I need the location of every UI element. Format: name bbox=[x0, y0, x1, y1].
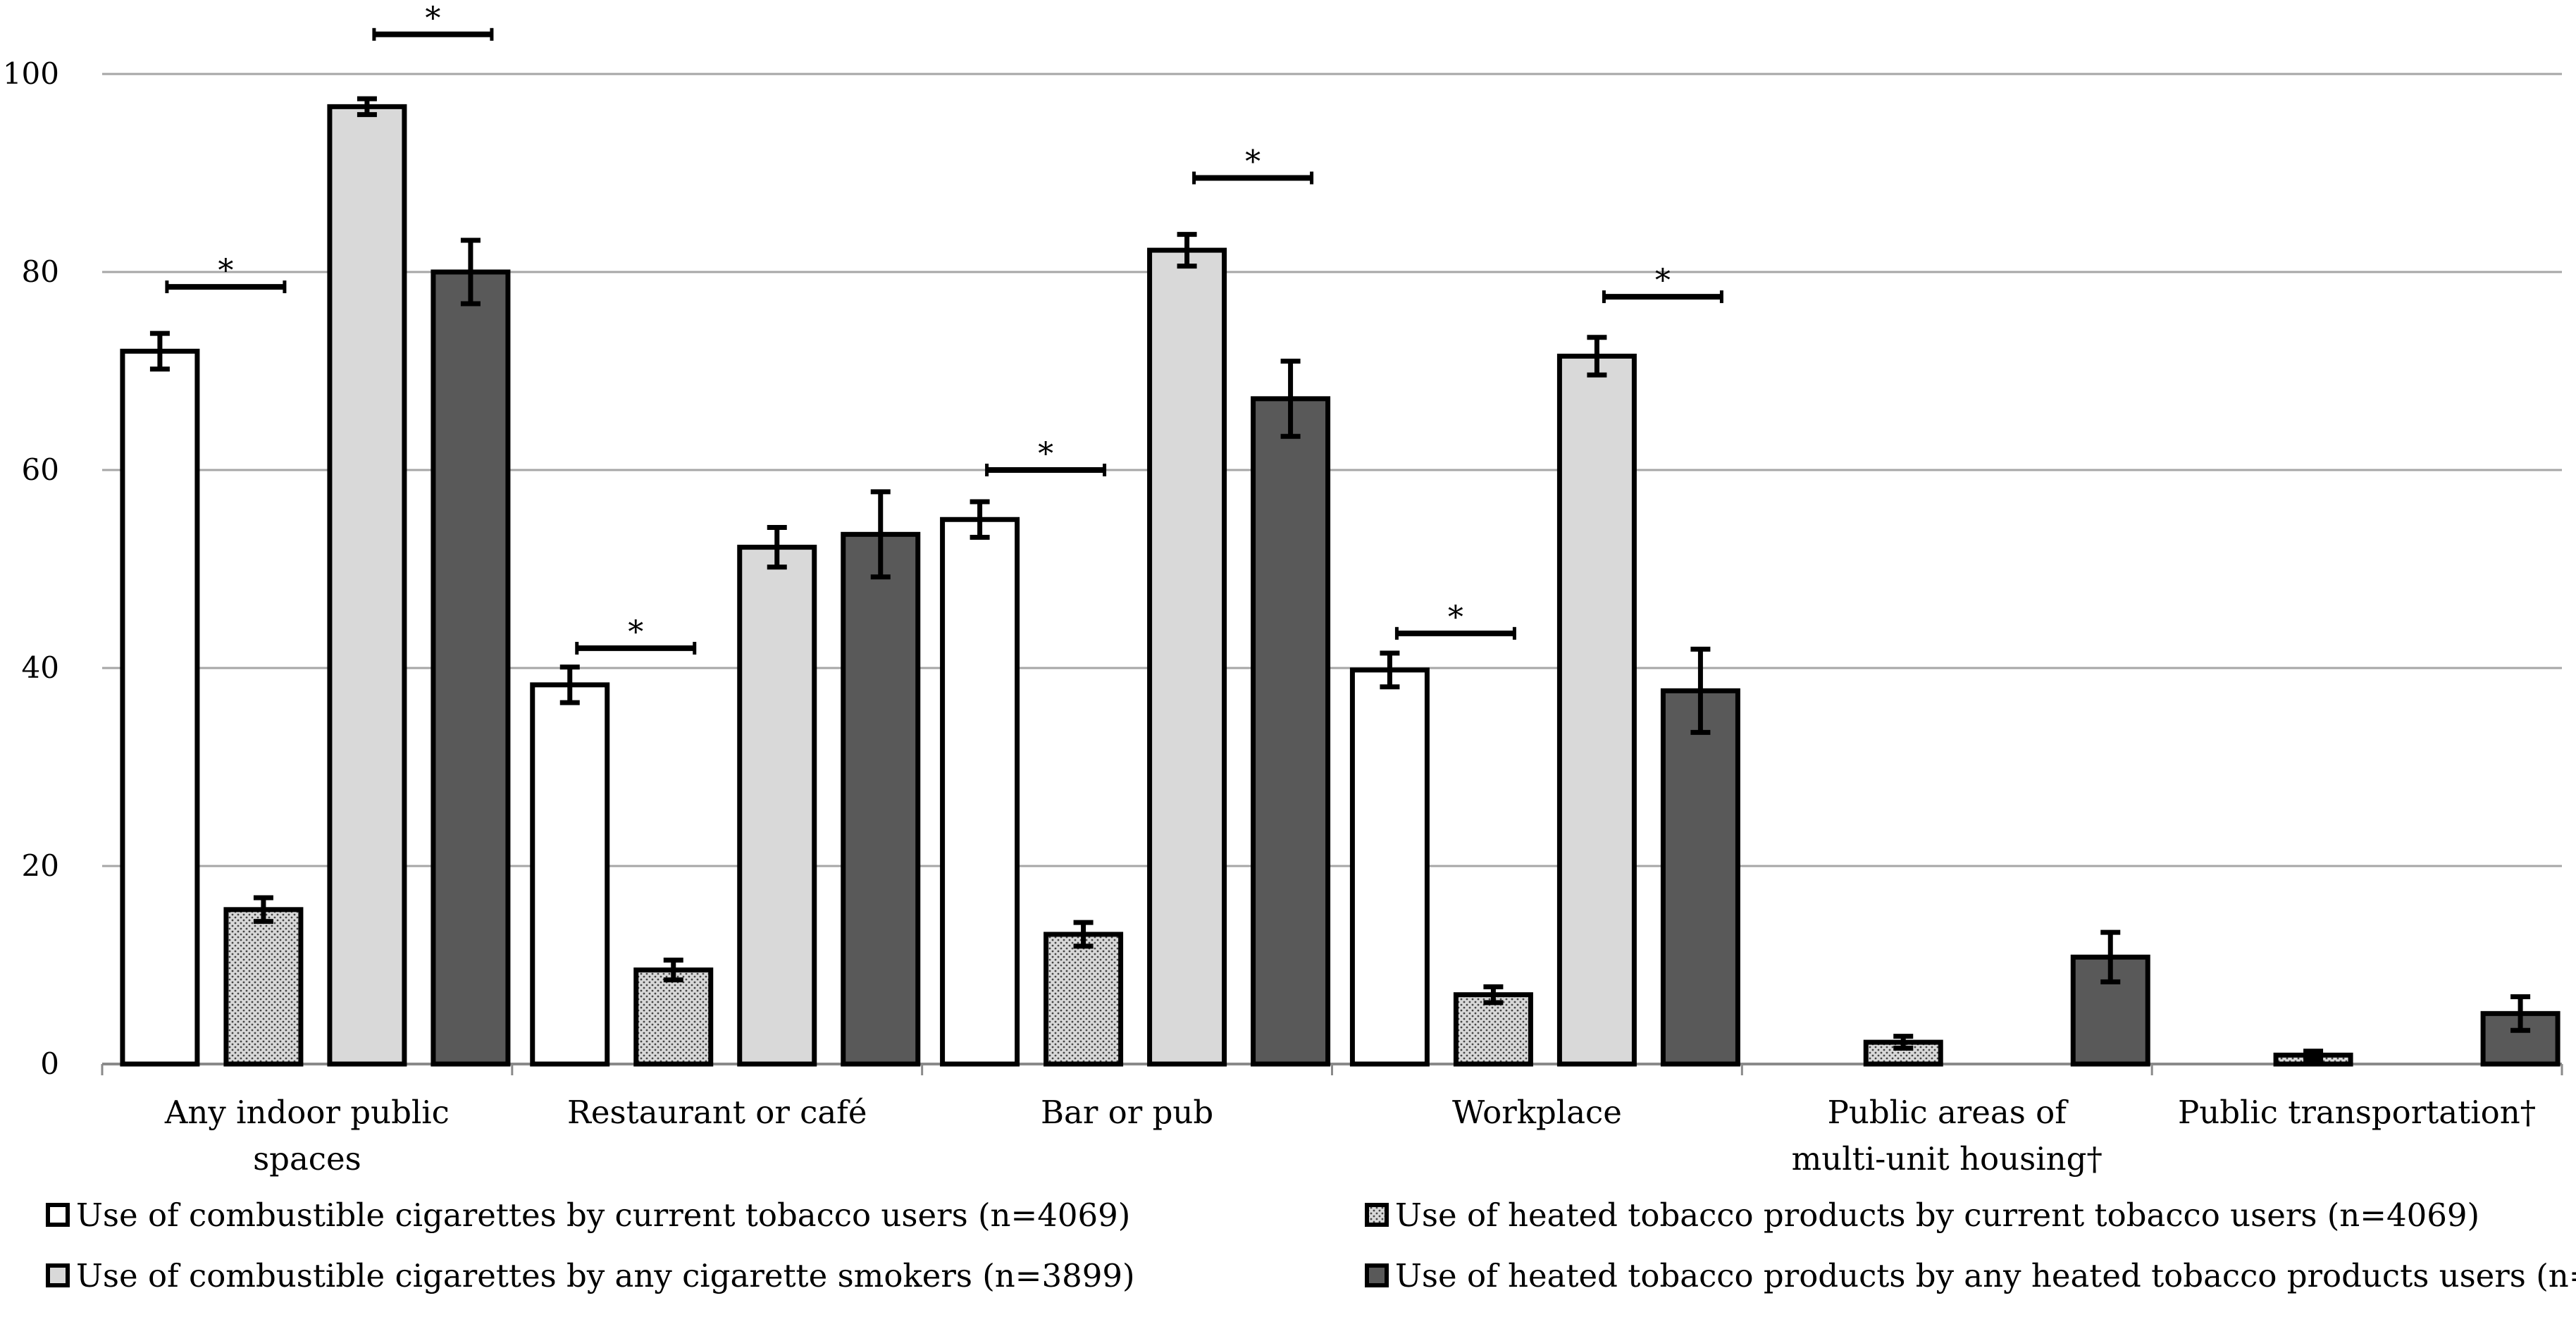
error-bar-series1-2 bbox=[970, 499, 990, 540]
significance-star: * bbox=[1245, 144, 1261, 180]
gridlines bbox=[101, 73, 2563, 1075]
error-bar-series4-0 bbox=[460, 237, 481, 307]
category-label-line: Public areas of bbox=[1828, 1094, 2069, 1131]
bars bbox=[120, 104, 2560, 1067]
category-label: Public transportation† bbox=[2178, 1094, 2536, 1131]
error-bar-series3-0 bbox=[357, 96, 377, 118]
error-bar-series4-2 bbox=[1280, 358, 1301, 439]
category-label: Workplace bbox=[1452, 1094, 1622, 1131]
significance-markers: * * * * * * * bbox=[165, 1, 1723, 655]
error-bar-series1-0 bbox=[149, 330, 170, 372]
legend-swatch bbox=[1365, 1263, 1389, 1287]
error-bar-series3-2 bbox=[1177, 232, 1197, 269]
bar-series1-0 bbox=[120, 348, 200, 1067]
significance-bracket: * bbox=[575, 614, 697, 655]
legend-item-1: Use of combustible cigarettes by current… bbox=[46, 1197, 1130, 1234]
bar-series2-0 bbox=[223, 907, 304, 1067]
legend-swatch bbox=[1365, 1203, 1389, 1227]
significance-star: * bbox=[628, 614, 643, 650]
error-bar-series2-3 bbox=[1483, 984, 1504, 1006]
error-bar-series4-1 bbox=[870, 489, 891, 580]
error-bar-series3-1 bbox=[767, 524, 787, 570]
significance-star: * bbox=[1038, 436, 1053, 472]
bar-series1-3 bbox=[1349, 667, 1430, 1067]
y-tick-label: 80 bbox=[22, 254, 59, 289]
bar-series3-0 bbox=[327, 104, 407, 1067]
error-bar-series1-3 bbox=[1380, 650, 1400, 690]
significance-star: * bbox=[1448, 600, 1463, 636]
legend-item-3: Use of combustible cigarettes by any cig… bbox=[46, 1257, 1135, 1294]
bar-series3-3 bbox=[1556, 353, 1637, 1067]
y-tick-label: 100 bbox=[3, 56, 59, 91]
significance-star: * bbox=[218, 253, 233, 289]
significance-bracket: * bbox=[985, 436, 1107, 476]
bar-series3-1 bbox=[737, 545, 817, 1067]
y-tick-label: 0 bbox=[40, 1046, 59, 1081]
bar-series2-3 bbox=[1453, 992, 1533, 1067]
error-bar-series2-2 bbox=[1073, 920, 1094, 949]
category-label: Bar or pub bbox=[1041, 1094, 1213, 1131]
y-axis: 0 20 40 60 80 100 bbox=[3, 56, 59, 1081]
error-bar-series2-0 bbox=[253, 895, 273, 925]
error-bar-series1-1 bbox=[559, 664, 580, 705]
legend-label: Use of combustible cigarettes by current… bbox=[76, 1197, 1130, 1234]
bar-series4-0 bbox=[431, 269, 511, 1067]
category-label: Restaurant or café bbox=[567, 1094, 867, 1131]
legend-label: Use of heated tobacco products by any he… bbox=[1395, 1257, 2576, 1294]
error-bar-series4-3 bbox=[1690, 646, 1711, 735]
significance-star: * bbox=[1655, 263, 1671, 299]
legend-item-2: Use of heated tobacco products by curren… bbox=[1365, 1197, 2479, 1234]
y-tick-label: 60 bbox=[22, 452, 59, 487]
significance-bracket: * bbox=[372, 1, 494, 41]
error-bar-series2-1 bbox=[663, 957, 683, 983]
category-label-line: Any indoor public bbox=[164, 1094, 450, 1131]
y-tick-label: 40 bbox=[22, 650, 59, 685]
bar-series4-3 bbox=[1660, 688, 1740, 1067]
bar-series4-5 bbox=[2480, 1010, 2560, 1067]
category-labels: Any indoor public spaces Restaurant or caf… bbox=[164, 1094, 2536, 1177]
category-label-line: spaces bbox=[253, 1140, 361, 1177]
legend-item-4: Use of heated tobacco products by any he… bbox=[1365, 1257, 2576, 1294]
legend-label: Use of combustible cigarettes by any cig… bbox=[76, 1257, 1135, 1294]
error-bars bbox=[149, 96, 2531, 1062]
error-bar-series4-5 bbox=[2510, 994, 2531, 1033]
legend-swatch bbox=[46, 1263, 70, 1287]
error-bar-series2-5 bbox=[2303, 1049, 2324, 1062]
legend-swatch bbox=[46, 1203, 70, 1227]
bar-series3-2 bbox=[1147, 247, 1227, 1067]
bar-series4-1 bbox=[841, 531, 921, 1067]
legend: Use of combustible cigarettes by current… bbox=[46, 1197, 2576, 1294]
legend-label: Use of heated tobacco products by curren… bbox=[1395, 1197, 2479, 1234]
error-bar-series3-3 bbox=[1587, 335, 1607, 378]
bar-series1-2 bbox=[940, 517, 1020, 1067]
error-bar-series2-4 bbox=[1893, 1034, 1914, 1051]
significance-bracket: * bbox=[1394, 600, 1516, 640]
error-bar-series4-4 bbox=[2100, 929, 2121, 984]
significance-bracket: * bbox=[1602, 263, 1723, 304]
category-label-line: multi-unit housing† bbox=[1792, 1140, 2103, 1177]
bar-series1-1 bbox=[530, 682, 610, 1067]
significance-bracket: * bbox=[1192, 144, 1314, 185]
bar-series2-1 bbox=[633, 967, 714, 1067]
significance-bracket: * bbox=[165, 253, 287, 294]
bar-series4-2 bbox=[1251, 396, 1331, 1067]
category-label: Public areas of multi-unit housing† bbox=[1792, 1094, 2103, 1177]
category-label: Any indoor public spaces bbox=[164, 1094, 450, 1177]
significance-star: * bbox=[425, 1, 440, 37]
bar-series2-2 bbox=[1044, 932, 1124, 1067]
y-tick-label: 20 bbox=[22, 848, 59, 883]
